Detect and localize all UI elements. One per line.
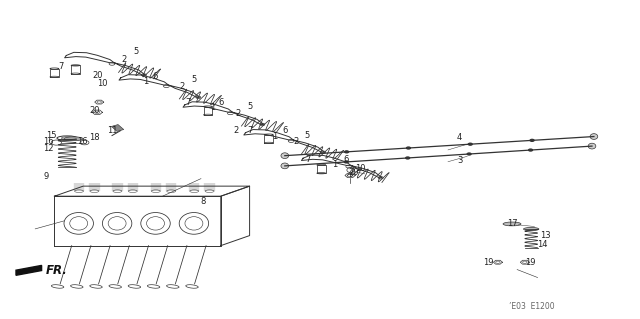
Ellipse shape bbox=[503, 222, 521, 226]
Text: 5: 5 bbox=[305, 131, 310, 140]
Text: 2: 2 bbox=[121, 55, 126, 63]
Ellipse shape bbox=[524, 227, 539, 231]
Text: ’E03  E1200: ’E03 E1200 bbox=[509, 302, 554, 311]
Text: 12: 12 bbox=[43, 144, 53, 153]
Text: 19: 19 bbox=[483, 258, 493, 267]
Text: 7: 7 bbox=[185, 98, 190, 107]
Text: 8: 8 bbox=[201, 197, 206, 206]
Text: 15: 15 bbox=[46, 131, 56, 140]
Text: 2: 2 bbox=[293, 137, 298, 146]
Text: FR.: FR. bbox=[46, 264, 68, 277]
Text: 5: 5 bbox=[133, 47, 138, 56]
Circle shape bbox=[530, 139, 534, 141]
Circle shape bbox=[406, 157, 410, 159]
Circle shape bbox=[468, 143, 472, 145]
Text: 2: 2 bbox=[180, 82, 185, 91]
Text: 6: 6 bbox=[282, 126, 287, 135]
Text: 11: 11 bbox=[107, 126, 117, 135]
Text: 7: 7 bbox=[306, 155, 311, 164]
Ellipse shape bbox=[588, 143, 596, 149]
Text: 1: 1 bbox=[273, 132, 278, 141]
Ellipse shape bbox=[281, 153, 289, 159]
Text: 2: 2 bbox=[236, 109, 241, 118]
Text: 6: 6 bbox=[218, 98, 223, 107]
Text: 10: 10 bbox=[355, 164, 365, 173]
Text: 6: 6 bbox=[152, 72, 157, 81]
Circle shape bbox=[467, 153, 471, 155]
Circle shape bbox=[345, 151, 349, 153]
Circle shape bbox=[529, 149, 532, 151]
Text: 17: 17 bbox=[507, 219, 517, 228]
Text: 5: 5 bbox=[247, 102, 252, 111]
Text: 4: 4 bbox=[457, 133, 462, 142]
Text: 7: 7 bbox=[58, 63, 63, 71]
Text: 20: 20 bbox=[349, 168, 359, 177]
Text: 1: 1 bbox=[332, 160, 337, 169]
Text: 14: 14 bbox=[538, 241, 548, 249]
Polygon shape bbox=[16, 265, 42, 275]
Text: 5: 5 bbox=[191, 75, 196, 84]
Circle shape bbox=[344, 161, 348, 163]
Text: 9: 9 bbox=[44, 172, 49, 181]
Text: 6: 6 bbox=[343, 155, 348, 164]
Text: 1: 1 bbox=[210, 103, 215, 112]
Ellipse shape bbox=[281, 163, 289, 169]
Text: 1: 1 bbox=[143, 77, 148, 86]
Ellipse shape bbox=[590, 134, 598, 139]
Text: 7: 7 bbox=[247, 126, 252, 135]
Text: 18: 18 bbox=[90, 133, 100, 142]
Text: 19: 19 bbox=[525, 258, 535, 267]
Bar bbox=[111, 124, 124, 131]
Text: 20: 20 bbox=[90, 106, 100, 115]
Text: 16: 16 bbox=[77, 137, 87, 146]
Text: 13: 13 bbox=[540, 231, 550, 240]
Text: 2: 2 bbox=[233, 126, 238, 135]
Text: 20: 20 bbox=[93, 71, 103, 80]
Circle shape bbox=[406, 147, 410, 149]
Text: 10: 10 bbox=[97, 79, 108, 88]
Text: 16: 16 bbox=[44, 137, 54, 146]
Ellipse shape bbox=[64, 137, 83, 141]
Text: 3: 3 bbox=[457, 156, 462, 165]
